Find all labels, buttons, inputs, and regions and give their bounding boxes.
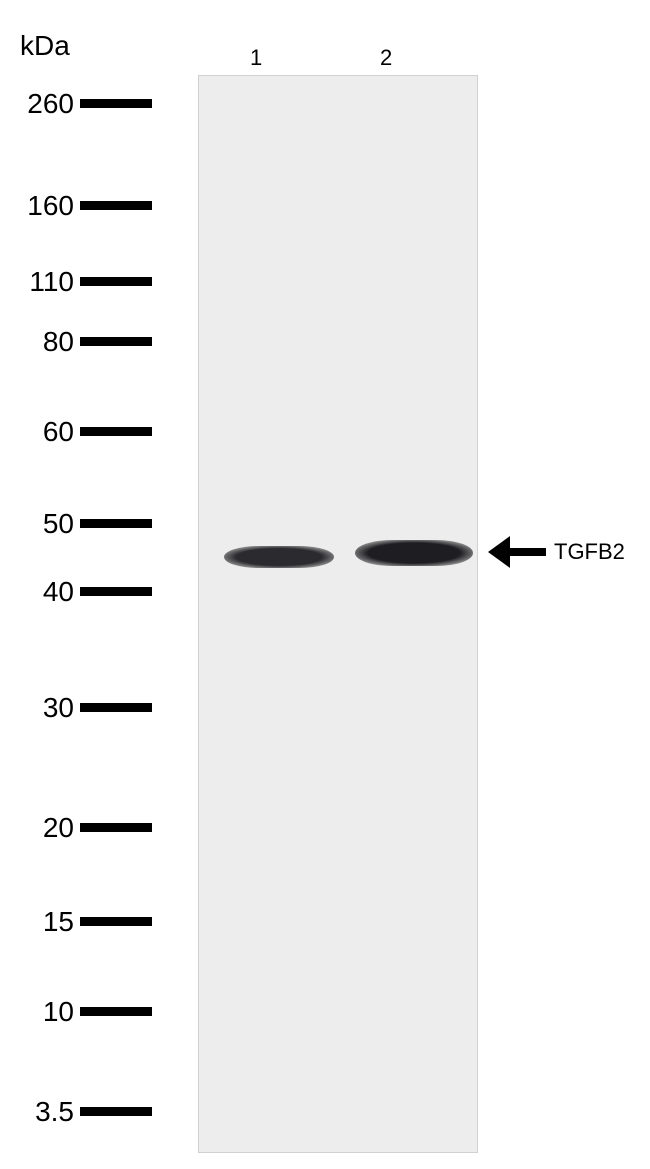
arrow-head-icon [488,536,510,568]
marker-bar [80,917,152,926]
marker-bar [80,427,152,436]
band [224,546,334,568]
unit-label: kDa [20,30,70,62]
target-arrow: TGFB2 [488,536,625,568]
lane-area [198,75,478,1153]
marker-bar [80,1107,152,1116]
marker-row: 160 [12,190,152,222]
marker-bar [80,823,152,832]
marker-label: 110 [12,266,74,298]
marker-label: 20 [12,812,74,844]
marker-bar [80,703,152,712]
marker-row: 20 [12,812,152,844]
marker-row: 10 [12,996,152,1028]
target-label: TGFB2 [554,539,625,565]
marker-label: 160 [12,190,74,222]
marker-label: 3.5 [12,1096,74,1128]
marker-label: 50 [12,508,74,540]
marker-row: 260 [12,88,152,120]
marker-row: 40 [12,576,152,608]
marker-row: 110 [12,266,152,298]
band [355,540,473,566]
marker-label: 40 [12,576,74,608]
lane-label: 1 [250,45,262,71]
marker-label: 30 [12,692,74,724]
marker-row: 15 [12,906,152,938]
marker-row: 60 [12,416,152,448]
blot-container: kDa 260 160 110 80 60 50 40 30 20 15 10 3.5 1 2 TGFB… [0,0,650,1169]
marker-label: 80 [12,326,74,358]
marker-label: 15 [12,906,74,938]
marker-bar [80,337,152,346]
marker-row: 50 [12,508,152,540]
marker-label: 260 [12,88,74,120]
marker-label: 60 [12,416,74,448]
marker-row: 80 [12,326,152,358]
marker-bar [80,587,152,596]
marker-bar [80,201,152,210]
marker-bar [80,99,152,108]
lane-label: 2 [380,45,392,71]
marker-label: 10 [12,996,74,1028]
marker-bar [80,519,152,528]
arrow-line [510,548,546,556]
marker-row: 3.5 [12,1096,152,1128]
marker-bar [80,277,152,286]
marker-bar [80,1007,152,1016]
marker-row: 30 [12,692,152,724]
